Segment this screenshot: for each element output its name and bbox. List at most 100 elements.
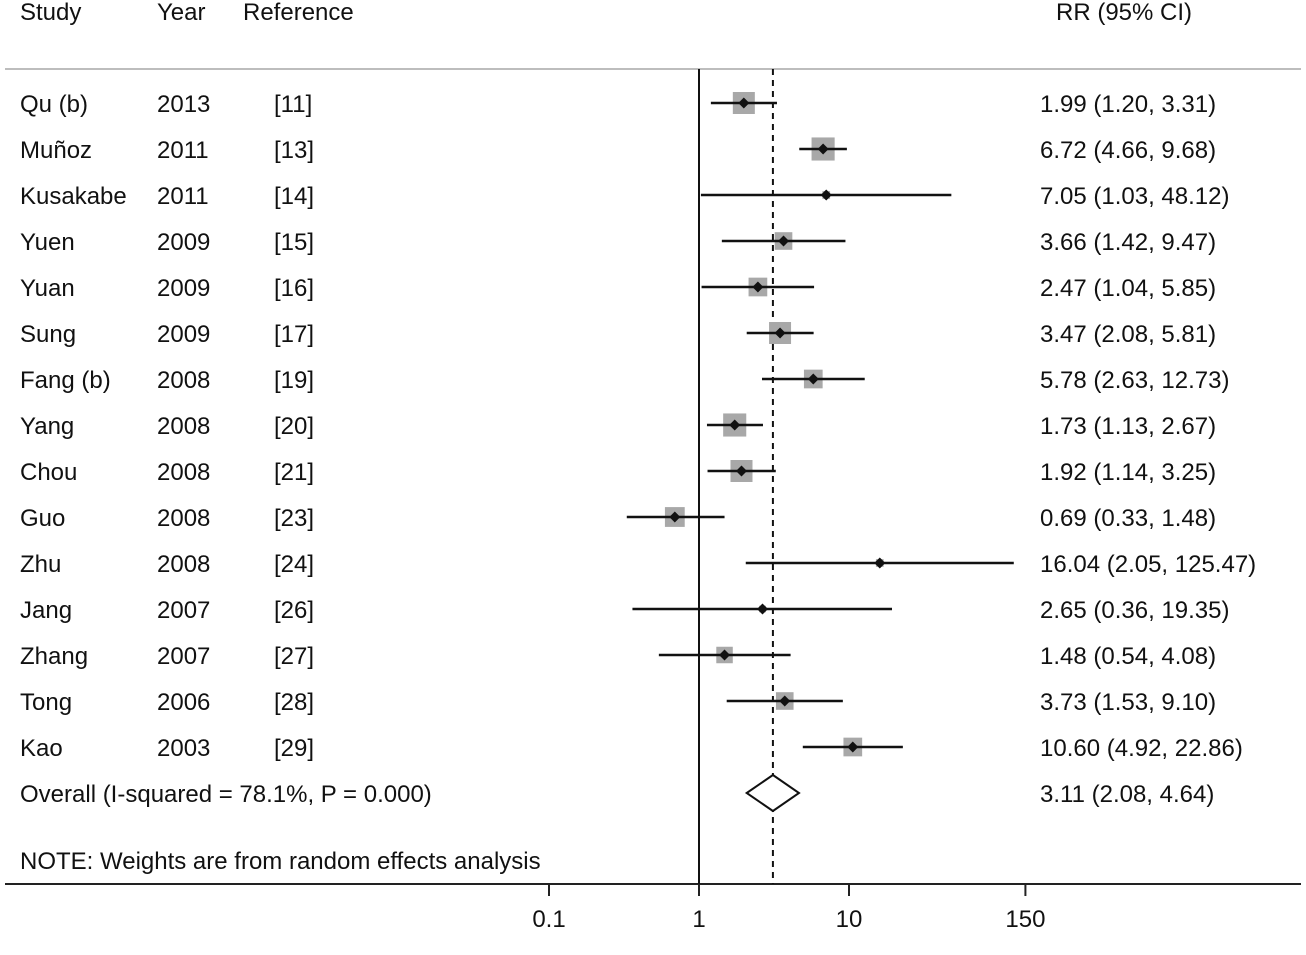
study-name: Fang (b) [20, 367, 111, 394]
study-year: 2009 [157, 321, 210, 348]
study-year: 2008 [157, 551, 210, 578]
study-year: 2008 [157, 505, 210, 532]
study-row: Kao 2003 [29] 10.60 (4.92, 22.86) [20, 735, 1243, 762]
study-year: 2006 [157, 689, 210, 716]
point-estimate [774, 327, 786, 339]
study-reference: [21] [274, 459, 314, 486]
header-year: Year [157, 0, 206, 26]
study-year: 2008 [157, 367, 210, 394]
study-year: 2008 [157, 459, 210, 486]
study-rr-label: 7.05 (1.03, 48.12) [1040, 183, 1229, 210]
study-reference: [19] [274, 367, 314, 394]
study-name: Muñoz [20, 137, 92, 164]
study-name: Yuen [20, 229, 75, 256]
point-estimate [820, 189, 832, 201]
header-reference: Reference [243, 0, 354, 26]
point-estimate [779, 695, 791, 707]
point-estimate [807, 373, 819, 385]
study-rr-label: 2.47 (1.04, 5.85) [1040, 275, 1216, 302]
study-year: 2009 [157, 229, 210, 256]
study-reference: [28] [274, 689, 314, 716]
point-estimate [729, 419, 741, 431]
point-estimate [817, 143, 829, 155]
study-row: Chou 2008 [21] 1.92 (1.14, 3.25) [20, 459, 1216, 486]
study-rr-label: 2.65 (0.36, 19.35) [1040, 597, 1229, 624]
x-tick-label: 10 [836, 906, 863, 933]
study-row: Muñoz 2011 [13] 6.72 (4.66, 9.68) [20, 137, 1216, 164]
study-year: 2007 [157, 643, 210, 670]
study-row: Yuen 2009 [15] 3.66 (1.42, 9.47) [20, 229, 1216, 256]
study-rr-label: 1.48 (0.54, 4.08) [1040, 643, 1216, 670]
point-estimate [752, 281, 764, 293]
study-rr-label: 1.92 (1.14, 3.25) [1040, 459, 1216, 486]
study-row: Kusakabe 2011 [14] 7.05 (1.03, 48.12) [20, 183, 1229, 210]
point-estimate [719, 649, 731, 661]
study-row: Sung 2009 [17] 3.47 (2.08, 5.81) [20, 321, 1216, 348]
study-year: 2003 [157, 735, 210, 762]
note-text: NOTE: Weights are from random effects an… [20, 848, 541, 875]
study-rr-label: 0.69 (0.33, 1.48) [1040, 505, 1216, 532]
study-reference: [20] [274, 413, 314, 440]
study-reference: [26] [274, 597, 314, 624]
study-year: 2009 [157, 275, 210, 302]
study-reference: [11] [274, 91, 312, 118]
study-row: Zhu 2008 [24] 16.04 (2.05, 125.47) [20, 551, 1256, 578]
study-name: Jang [20, 597, 72, 624]
study-reference: [23] [274, 505, 314, 532]
study-name: Chou [20, 459, 77, 486]
study-row: Jang 2007 [26] 2.65 (0.36, 19.35) [20, 597, 1229, 624]
study-name: Zhu [20, 551, 61, 578]
point-estimate [847, 741, 859, 753]
study-rr-label: 3.73 (1.53, 9.10) [1040, 689, 1216, 716]
study-year: 2008 [157, 413, 210, 440]
study-name: Tong [20, 689, 72, 716]
study-row: Tong 2006 [28] 3.73 (1.53, 9.10) [20, 689, 1216, 716]
study-reference: [13] [274, 137, 314, 164]
study-year: 2011 [157, 183, 209, 210]
point-estimate [874, 557, 886, 569]
study-row: Fang (b) 2008 [19] 5.78 (2.63, 12.73) [20, 367, 1229, 394]
header-rr: RR (95% CI) [1056, 0, 1192, 26]
study-rr-label: 1.73 (1.13, 2.67) [1040, 413, 1216, 440]
overall-label: Overall (I-squared = 78.1%, P = 0.000) [20, 781, 432, 808]
study-name: Kusakabe [20, 183, 127, 210]
point-estimate [735, 465, 747, 477]
study-reference: [17] [274, 321, 314, 348]
study-name: Kao [20, 735, 63, 762]
study-rr-label: 3.66 (1.42, 9.47) [1040, 229, 1216, 256]
study-rr-label: 10.60 (4.92, 22.86) [1040, 735, 1243, 762]
study-rr-label: 5.78 (2.63, 12.73) [1040, 367, 1229, 394]
overall-diamond [744, 773, 801, 813]
study-row: Zhang 2007 [27] 1.48 (0.54, 4.08) [20, 643, 1216, 670]
x-tick-label: 150 [1005, 906, 1045, 933]
study-rr-label: 1.99 (1.20, 3.31) [1040, 91, 1216, 118]
study-name: Yuan [20, 275, 75, 302]
point-estimate [738, 97, 750, 109]
study-reference: [24] [274, 551, 314, 578]
study-rr-label: 3.47 (2.08, 5.81) [1040, 321, 1216, 348]
study-name: Yang [20, 413, 74, 440]
point-estimate [778, 235, 790, 247]
header-study: Study [20, 0, 81, 26]
study-reference: [16] [274, 275, 314, 302]
study-year: 2013 [157, 91, 210, 118]
x-tick-label: 1 [692, 906, 705, 933]
study-row: Guo 2008 [23] 0.69 (0.33, 1.48) [20, 505, 1216, 532]
study-reference: [27] [274, 643, 314, 670]
study-name: Zhang [20, 643, 88, 670]
study-reference: [29] [274, 735, 314, 762]
overall-rr-label: 3.11 (2.08, 4.64) [1040, 781, 1214, 808]
study-year: 2011 [157, 137, 209, 164]
point-estimate [669, 511, 681, 523]
x-tick-label: 0.1 [532, 906, 565, 933]
overall-row: Overall (I-squared = 78.1%, P = 0.000) 3.… [20, 773, 1214, 813]
study-row: Yang 2008 [20] 1.73 (1.13, 2.67) [20, 413, 1216, 440]
study-reference: [15] [274, 229, 314, 256]
study-name: Guo [20, 505, 65, 532]
study-name: Qu (b) [20, 91, 88, 118]
study-rr-label: 6.72 (4.66, 9.68) [1040, 137, 1216, 164]
study-reference: [14] [274, 183, 314, 210]
study-rr-label: 16.04 (2.05, 125.47) [1040, 551, 1256, 578]
study-year: 2007 [157, 597, 210, 624]
